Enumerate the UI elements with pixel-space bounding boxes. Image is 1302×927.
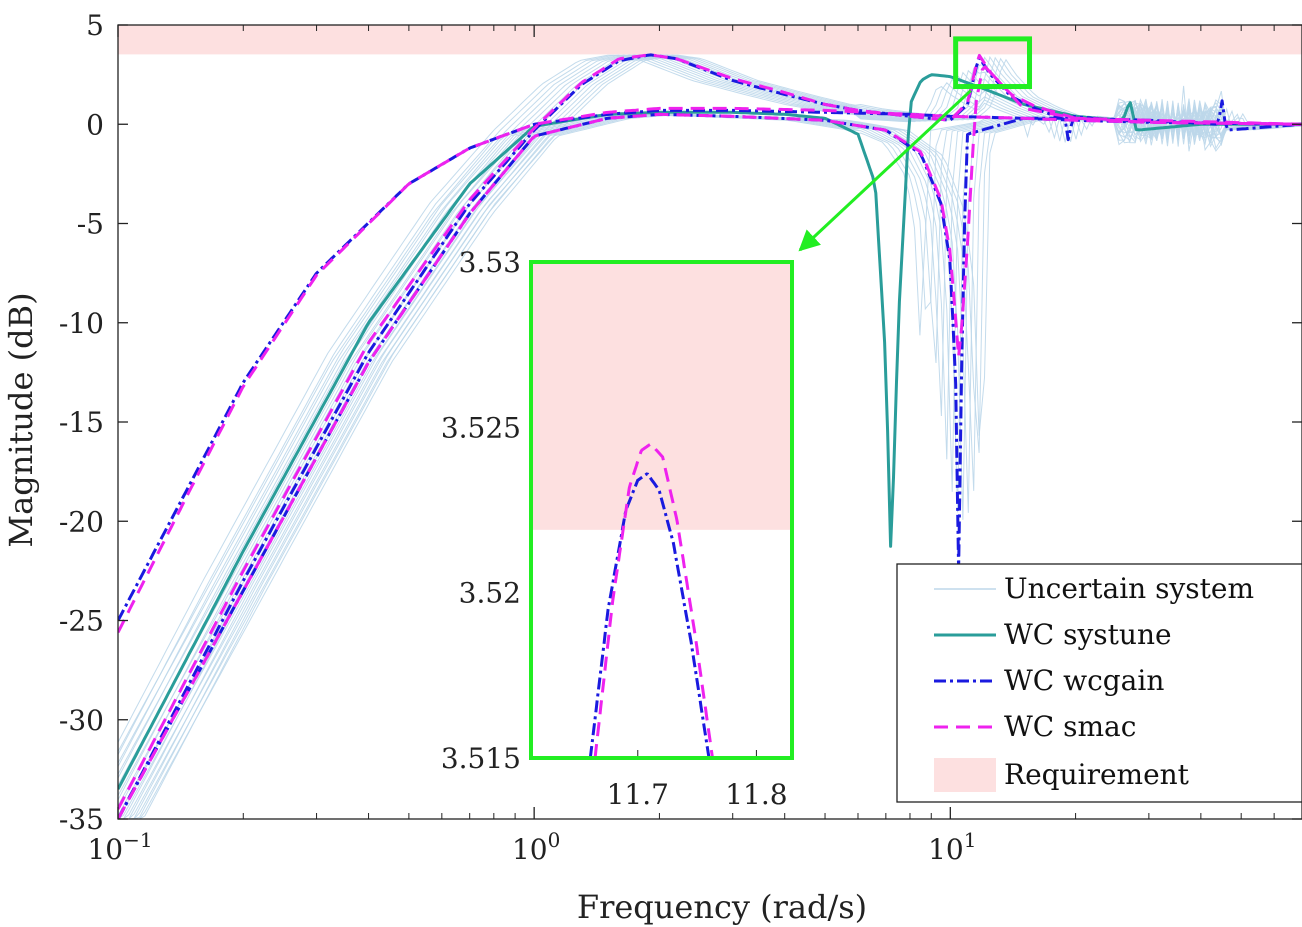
wc-smac-line-2	[118, 53, 1302, 810]
x-axis-title: Frequency (rad/s)	[577, 888, 867, 926]
y-tick-label: -20	[59, 505, 104, 538]
y-tick-label: -10	[59, 307, 104, 340]
y-tick-label: -25	[59, 605, 104, 638]
y-tick-label: -30	[59, 704, 104, 737]
legend-label-smac: WC smac	[1004, 710, 1136, 743]
inset-x-tick-label: 11.7	[607, 778, 669, 811]
wc-smac-line-1	[118, 106, 1302, 634]
inset-y-tick-label: 3.52	[459, 577, 521, 610]
x-tick-label: 10−1	[87, 828, 152, 866]
y-tick-label: 5	[86, 9, 104, 42]
x-tick-label: 101	[928, 828, 976, 866]
inset-y-tick-label: 3.53	[459, 246, 521, 279]
legend-label-requirement: Requirement	[1004, 758, 1190, 791]
y-tick-label: -15	[59, 406, 104, 439]
legend-label-systune: WC systune	[1004, 618, 1172, 651]
legend: Uncertain system WC systune WC wcgain WC…	[896, 563, 1302, 803]
wc-wcgain-inset-line	[588, 472, 711, 758]
zoom-box	[953, 36, 1033, 90]
legend-swatch-requirement	[934, 758, 996, 792]
uncertain-system-line	[118, 54, 1302, 819]
inset-requirement-band	[531, 262, 792, 530]
inset-plot: 3.53 3.525 3.52 3.515 11.7 11.8	[441, 246, 794, 811]
y-tick-label: -5	[77, 208, 104, 241]
wc-smac-line-3	[118, 65, 1302, 819]
y-tick-label: 0	[86, 108, 104, 141]
inset-curves	[588, 441, 714, 758]
legend-label-uncertain: Uncertain system	[1004, 572, 1254, 605]
requirement-band	[118, 25, 1302, 55]
worst-case-curves	[118, 53, 1302, 819]
y-tick-label: -35	[59, 803, 104, 836]
wc-smac-inset-line	[593, 441, 714, 758]
inset-frame	[529, 260, 794, 760]
x-tick-label: 100	[512, 828, 560, 866]
inset-axis-ticks: 3.53 3.525 3.52 3.515 11.7 11.8	[441, 246, 788, 811]
inset-x-tick-label: 11.8	[725, 778, 787, 811]
legend-label-wcgain: WC wcgain	[1004, 664, 1164, 697]
y-axis-title: Magnitude (dB)	[2, 292, 40, 547]
zoom-arrow	[798, 89, 972, 252]
inset-y-tick-label: 3.525	[441, 411, 521, 444]
inset-y-tick-label: 3.515	[441, 742, 521, 775]
